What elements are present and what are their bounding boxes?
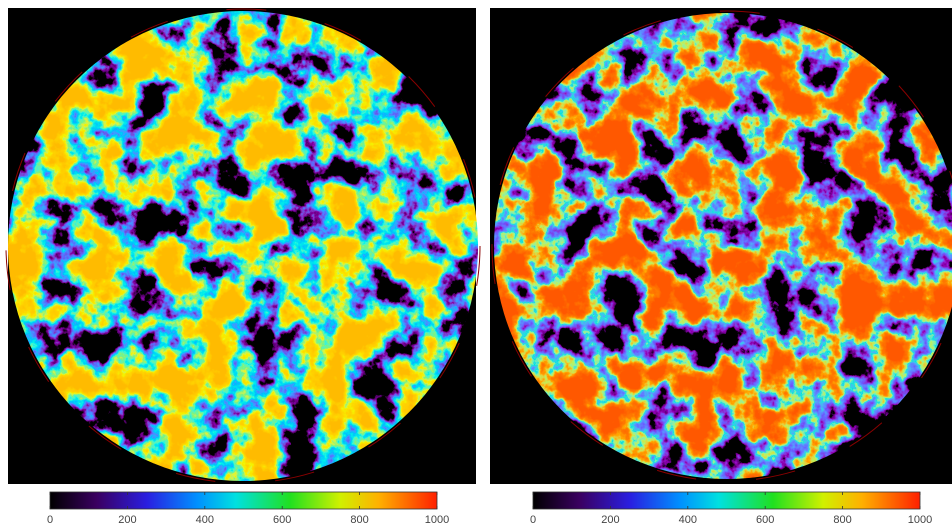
- tick-label: 800: [350, 514, 368, 526]
- tick-label: 1000: [425, 514, 449, 526]
- tick-label: 400: [679, 514, 697, 526]
- tick-label: 0: [47, 514, 53, 526]
- tick-label: 200: [118, 514, 136, 526]
- tick-label: 800: [833, 514, 851, 526]
- earth-disk: [494, 13, 952, 479]
- tick-label: 600: [273, 514, 291, 526]
- colorbar: [533, 492, 920, 509]
- tick-label: 1000: [908, 514, 932, 526]
- earth-disk: [8, 11, 478, 481]
- tick-label: 400: [196, 514, 214, 526]
- tick-label: 200: [601, 514, 619, 526]
- tick-label: 0: [530, 514, 536, 526]
- figure: 0 200 400 600 800 1000 0 200 400 600 800 1000: [0, 0, 952, 527]
- tick-label: 600: [756, 514, 774, 526]
- colorbar: [50, 492, 437, 509]
